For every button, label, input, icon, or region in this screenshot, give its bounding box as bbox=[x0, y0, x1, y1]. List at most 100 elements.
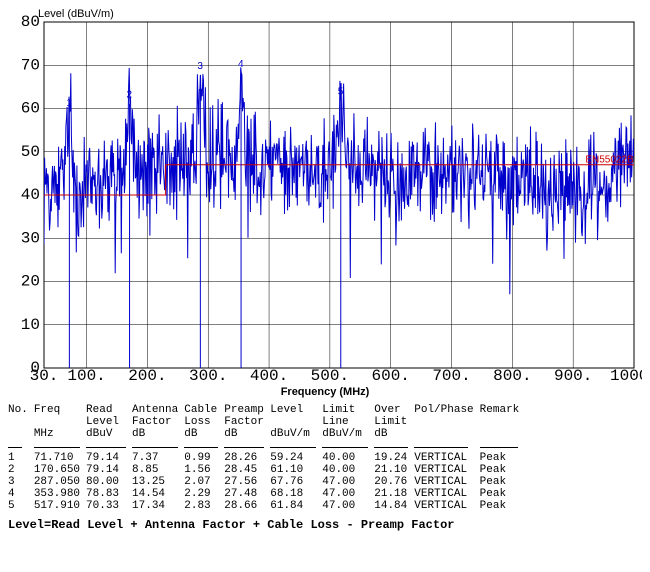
cell: 78.83 bbox=[86, 488, 132, 500]
col-header: Remark bbox=[480, 404, 526, 428]
svg-text:1: 1 bbox=[66, 98, 72, 109]
cell: 14.84 bbox=[374, 500, 414, 512]
cell bbox=[86, 440, 132, 452]
svg-text:500.: 500. bbox=[311, 367, 349, 384]
svg-text:50: 50 bbox=[21, 143, 40, 161]
col-header: ReadLevel bbox=[86, 404, 132, 428]
cell bbox=[374, 440, 414, 452]
cell: 67.76 bbox=[270, 476, 322, 488]
svg-text:30: 30 bbox=[21, 229, 40, 247]
cell: 0.99 bbox=[184, 452, 224, 464]
cell: 517.910 bbox=[34, 500, 86, 512]
cell bbox=[322, 440, 374, 452]
cell: 20.76 bbox=[374, 476, 414, 488]
col-header: Freq bbox=[34, 404, 86, 428]
x-axis-label: Frequency (MHz) bbox=[8, 386, 642, 398]
cell: 353.980 bbox=[34, 488, 86, 500]
cell: 61.84 bbox=[270, 500, 322, 512]
col-header: PreampFactor bbox=[224, 404, 270, 428]
svg-text:10: 10 bbox=[21, 316, 40, 334]
cell: VERTICAL bbox=[414, 476, 479, 488]
svg-text:EN55022B: EN55022B bbox=[585, 155, 634, 166]
cell: VERTICAL bbox=[414, 488, 479, 500]
cell: 28.26 bbox=[224, 452, 270, 464]
cell: 70.33 bbox=[86, 500, 132, 512]
cell: 28.45 bbox=[224, 464, 270, 476]
svg-text:2: 2 bbox=[127, 90, 133, 101]
measurement-table: No.FreqReadLevelAntennaFactorCableLossPr… bbox=[8, 404, 525, 512]
cell: 4 bbox=[8, 488, 34, 500]
cell: 7.37 bbox=[132, 452, 184, 464]
cell: 21.18 bbox=[374, 488, 414, 500]
col-header: dB bbox=[132, 428, 184, 440]
cell bbox=[480, 440, 526, 452]
y-axis-label: Level (dBuV/m) bbox=[38, 8, 114, 20]
svg-text:5: 5 bbox=[338, 87, 344, 98]
cell: 2.07 bbox=[184, 476, 224, 488]
cell: 3 bbox=[8, 476, 34, 488]
cell bbox=[224, 440, 270, 452]
col-header: Pol/Phase bbox=[414, 404, 479, 428]
cell: 8.85 bbox=[132, 464, 184, 476]
svg-text:200.: 200. bbox=[128, 367, 166, 384]
cell: 79.14 bbox=[86, 452, 132, 464]
cell: Peak bbox=[480, 452, 526, 464]
cell: 47.00 bbox=[322, 488, 374, 500]
cell: 21.10 bbox=[374, 464, 414, 476]
col-header bbox=[8, 428, 34, 440]
col-header: dB bbox=[224, 428, 270, 440]
cell: 2.29 bbox=[184, 488, 224, 500]
svg-text:700.: 700. bbox=[432, 367, 470, 384]
svg-text:60: 60 bbox=[21, 100, 40, 118]
cell: 5 bbox=[8, 500, 34, 512]
formula-note: Level=Read Level + Antenna Factor + Cabl… bbox=[8, 518, 642, 532]
col-header: LimitLine bbox=[322, 404, 374, 428]
cell: 14.54 bbox=[132, 488, 184, 500]
cell: Peak bbox=[480, 464, 526, 476]
svg-text:600.: 600. bbox=[371, 367, 409, 384]
cell bbox=[184, 440, 224, 452]
col-header: dB bbox=[374, 428, 414, 440]
svg-text:70: 70 bbox=[21, 56, 40, 74]
cell: Peak bbox=[480, 488, 526, 500]
cell: 68.18 bbox=[270, 488, 322, 500]
cell: 71.710 bbox=[34, 452, 86, 464]
cell: 28.66 bbox=[224, 500, 270, 512]
cell: 13.25 bbox=[132, 476, 184, 488]
cell: 287.050 bbox=[34, 476, 86, 488]
svg-text:100.: 100. bbox=[67, 367, 105, 384]
cell: Peak bbox=[480, 476, 526, 488]
cell: 80.00 bbox=[86, 476, 132, 488]
cell: 2.83 bbox=[184, 500, 224, 512]
col-header: dBuV/m bbox=[270, 428, 322, 440]
svg-text:400.: 400. bbox=[250, 367, 288, 384]
svg-text:3: 3 bbox=[197, 61, 203, 72]
cell bbox=[8, 440, 34, 452]
col-header: OverLimit bbox=[374, 404, 414, 428]
cell bbox=[132, 440, 184, 452]
cell: 19.24 bbox=[374, 452, 414, 464]
cell: 40.00 bbox=[322, 464, 374, 476]
svg-text:4: 4 bbox=[238, 59, 244, 70]
cell: Peak bbox=[480, 500, 526, 512]
svg-text:800.: 800. bbox=[493, 367, 531, 384]
col-header: MHz bbox=[34, 428, 86, 440]
cell: 40.00 bbox=[322, 452, 374, 464]
cell: 47.00 bbox=[322, 476, 374, 488]
cell: 1 bbox=[8, 452, 34, 464]
emi-spectrum-chart: Level (dBuV/m) 30.100.200.300.400.500.60… bbox=[8, 8, 642, 398]
chart-svg: 30.100.200.300.400.500.600.700.800.900.1… bbox=[8, 8, 642, 384]
svg-text:300.: 300. bbox=[189, 367, 227, 384]
cell: 59.24 bbox=[270, 452, 322, 464]
cell: 61.10 bbox=[270, 464, 322, 476]
col-header: AntennaFactor bbox=[132, 404, 184, 428]
cell: 170.650 bbox=[34, 464, 86, 476]
cell: 47.00 bbox=[322, 500, 374, 512]
svg-text:0: 0 bbox=[30, 359, 40, 377]
cell: 27.56 bbox=[224, 476, 270, 488]
cell: 2 bbox=[8, 464, 34, 476]
svg-text:20: 20 bbox=[21, 273, 40, 291]
cell: VERTICAL bbox=[414, 452, 479, 464]
col-header: Level bbox=[270, 404, 322, 428]
cell: 27.48 bbox=[224, 488, 270, 500]
